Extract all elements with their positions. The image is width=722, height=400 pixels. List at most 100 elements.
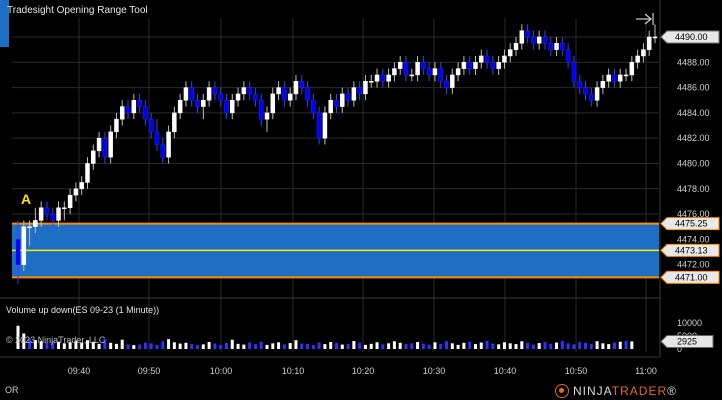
window-accent-tab[interactable]: [0, 0, 9, 47]
candle-body: [641, 49, 646, 57]
candle-body: [635, 55, 640, 63]
volume-bar: [138, 344, 142, 349]
candle-body: [177, 99, 183, 114]
time-tick-label: 09:40: [68, 366, 91, 376]
candle-body: [490, 62, 496, 69]
candle-body: [542, 36, 548, 44]
volume-bar: [381, 344, 385, 349]
candle-body: [264, 112, 270, 120]
volume-bar: [22, 333, 26, 349]
candle-body: [172, 112, 177, 133]
volume-bar: [230, 339, 234, 349]
ninjatrader-logo: NINJATRADER®: [555, 383, 677, 399]
candle-body: [357, 87, 362, 95]
volume-bar: [74, 340, 78, 349]
candle-body: [85, 163, 90, 183]
candle-body: [50, 213, 55, 221]
volume-bar: [91, 341, 95, 349]
volume-bar: [178, 343, 182, 349]
candle-body: [345, 93, 351, 101]
volume-bar: [468, 341, 472, 349]
volume-bar: [572, 344, 576, 349]
candle-body: [33, 220, 38, 227]
price-tick-label: 4472.00: [677, 260, 710, 270]
candle-body: [102, 137, 108, 158]
volume-bar: [462, 342, 466, 349]
candle-body: [247, 87, 252, 95]
price-tick-label: 4478.00: [677, 184, 710, 194]
candle-body: [299, 81, 305, 88]
candle-body: [461, 62, 467, 69]
candle-body: [351, 87, 357, 101]
time-tick-label: 10:00: [210, 366, 233, 376]
candle-body: [114, 118, 119, 133]
volume-bar: [520, 341, 524, 349]
time-tick-label: 10:10: [282, 366, 305, 376]
volume-bar: [224, 343, 228, 349]
candle-body: [183, 87, 189, 101]
volume-bar: [282, 344, 286, 349]
volume-bar: [120, 339, 124, 349]
volume-bar: [479, 342, 483, 349]
candle-body: [125, 106, 131, 114]
candle-body: [618, 74, 623, 82]
arrow-right-to-line-icon[interactable]: [636, 13, 654, 25]
volume-bar: [439, 343, 443, 349]
volume-bar: [433, 342, 437, 349]
candle-body: [119, 106, 125, 120]
price-marker-label: 4490.00: [675, 32, 708, 42]
candle-body: [479, 55, 484, 63]
volume-bar: [114, 343, 118, 349]
time-tick-label: 10:20: [352, 366, 375, 376]
candle-body: [484, 55, 490, 63]
volume-bar: [317, 342, 321, 349]
volume-bar: [132, 345, 136, 349]
candle-body: [380, 74, 386, 82]
volume-bar: [323, 344, 327, 349]
volume-bar: [45, 342, 49, 349]
time-tick-label: 11:00: [635, 366, 657, 376]
candle-body: [363, 81, 368, 95]
candle-body: [397, 62, 403, 69]
volume-bar: [340, 344, 344, 349]
volume-tick-label: 0: [677, 344, 682, 354]
volume-bar: [398, 342, 402, 349]
candle-body: [108, 131, 113, 158]
volume-bar: [306, 343, 310, 349]
candle-body: [438, 68, 443, 82]
volume-bar: [346, 343, 350, 349]
volume-bar: [410, 343, 414, 349]
volume-bar: [259, 341, 263, 349]
volume-bar: [549, 343, 553, 349]
volume-bar: [109, 342, 113, 349]
candle-body: [73, 188, 79, 196]
candle-body: [160, 144, 166, 158]
price-marker: [660, 243, 720, 257]
volume-bar: [219, 344, 223, 349]
candle-body: [623, 74, 629, 77]
candle-body: [206, 87, 212, 101]
price-tick-label: 4486.00: [677, 83, 710, 93]
volume-bar: [311, 345, 315, 349]
candle-body: [519, 30, 525, 44]
price-tick-label: 4476.00: [677, 209, 710, 219]
candle-body: [368, 81, 374, 83]
volume-bar: [300, 343, 304, 349]
time-tick-label: 10:50: [565, 366, 588, 376]
volume-bar: [85, 340, 89, 349]
candle-body: [293, 81, 299, 95]
candle-body: [432, 68, 438, 76]
candle-body: [154, 131, 160, 145]
candle-body: [189, 87, 194, 101]
volume-bar: [184, 342, 188, 349]
volume-bar: [369, 343, 373, 349]
candle-body: [565, 49, 571, 63]
volume-bar: [473, 344, 477, 349]
candle-body: [224, 99, 229, 114]
volume-bar: [352, 340, 356, 349]
volume-bar: [497, 344, 501, 349]
volume-bar: [16, 325, 20, 349]
candle-body: [201, 99, 206, 107]
arrow-head: [644, 13, 652, 25]
